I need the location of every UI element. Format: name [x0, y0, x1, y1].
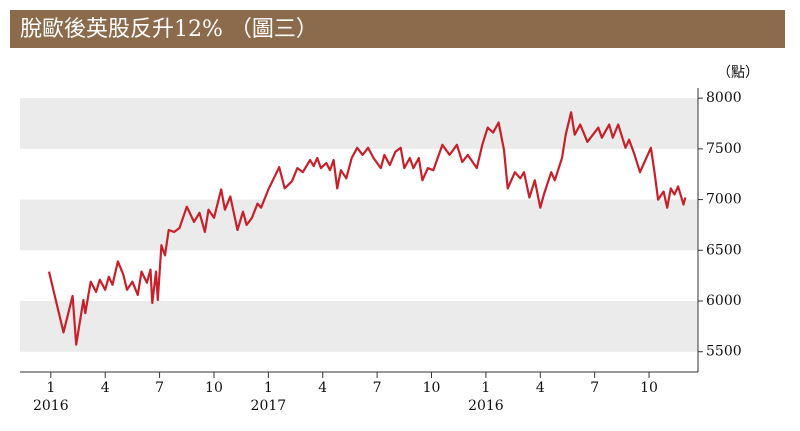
year-label: 2017 [251, 398, 287, 414]
x-tick-label: 10 [423, 380, 441, 396]
x-tick-label: 4 [101, 380, 110, 396]
x-tick-label: 1 [481, 380, 490, 396]
band [20, 301, 698, 352]
year-label: 2016 [468, 398, 504, 414]
x-tick-label: 10 [205, 380, 223, 396]
y-tick-label: 7000 [706, 192, 742, 208]
x-tick-label: 7 [590, 380, 599, 396]
y-tick-label: 5500 [706, 344, 742, 360]
band [20, 98, 698, 149]
x-tick-label: 1 [46, 380, 55, 396]
x-tick-label: 10 [640, 380, 658, 396]
y-unit: （點） [717, 65, 759, 81]
x-tick-label: 1 [264, 380, 273, 396]
x-tick-label: 7 [373, 380, 382, 396]
x-tick-label: 4 [318, 380, 327, 396]
y-tick-label: 7500 [706, 141, 742, 157]
y-tick-label: 8000 [706, 90, 742, 106]
title-bar [10, 10, 785, 48]
y-tick-label: 6500 [706, 242, 742, 258]
x-tick-label: 7 [155, 380, 164, 396]
band [20, 199, 698, 251]
chart-title: 脫歐後英股反升12% （圖三） [20, 17, 318, 42]
series-line [47, 111, 687, 346]
y-tick-label: 6000 [706, 293, 742, 309]
year-label: 2016 [33, 398, 69, 414]
x-tick-label: 4 [536, 380, 545, 396]
